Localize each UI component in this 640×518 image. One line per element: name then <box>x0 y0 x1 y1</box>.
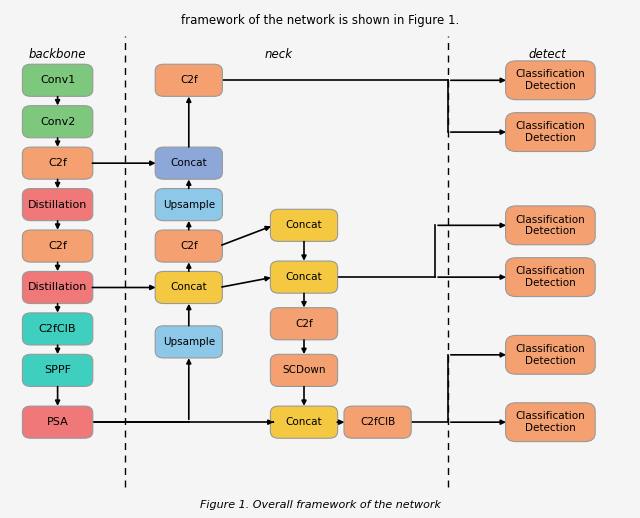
Text: Classification
Detection: Classification Detection <box>516 69 585 91</box>
Text: Classification
Detection: Classification Detection <box>516 121 585 143</box>
Text: framework of the network is shown in Figure 1.: framework of the network is shown in Fig… <box>181 14 459 27</box>
Text: SPPF: SPPF <box>44 365 71 376</box>
FancyBboxPatch shape <box>22 64 93 96</box>
FancyBboxPatch shape <box>22 354 93 386</box>
Text: Upsample: Upsample <box>163 337 215 347</box>
Text: Concat: Concat <box>285 220 323 231</box>
Text: C2f: C2f <box>48 158 67 168</box>
FancyBboxPatch shape <box>22 271 93 304</box>
FancyBboxPatch shape <box>155 147 223 179</box>
Text: C2f: C2f <box>48 241 67 251</box>
FancyBboxPatch shape <box>506 336 595 375</box>
FancyBboxPatch shape <box>155 271 223 304</box>
FancyBboxPatch shape <box>155 64 223 96</box>
Text: Concat: Concat <box>170 282 207 293</box>
Text: Concat: Concat <box>285 417 323 427</box>
Text: Classification
Detection: Classification Detection <box>516 411 585 433</box>
Text: PSA: PSA <box>47 417 68 427</box>
FancyBboxPatch shape <box>155 189 223 221</box>
Text: Upsample: Upsample <box>163 199 215 210</box>
Text: neck: neck <box>264 48 292 61</box>
Text: Conv1: Conv1 <box>40 75 76 85</box>
Text: Concat: Concat <box>285 272 323 282</box>
Text: Conv2: Conv2 <box>40 117 76 127</box>
FancyBboxPatch shape <box>506 61 595 100</box>
Text: Classification
Detection: Classification Detection <box>516 214 585 236</box>
FancyBboxPatch shape <box>506 113 595 152</box>
Text: detect: detect <box>529 48 566 61</box>
FancyBboxPatch shape <box>155 326 223 358</box>
FancyBboxPatch shape <box>270 261 338 293</box>
Text: backbone: backbone <box>29 48 86 61</box>
FancyBboxPatch shape <box>506 206 595 245</box>
FancyBboxPatch shape <box>506 403 595 441</box>
FancyBboxPatch shape <box>270 406 338 438</box>
Text: Distillation: Distillation <box>28 199 87 210</box>
Text: Classification
Detection: Classification Detection <box>516 266 585 288</box>
FancyBboxPatch shape <box>22 230 93 262</box>
Text: C2fCIB: C2fCIB <box>39 324 76 334</box>
FancyBboxPatch shape <box>155 230 223 262</box>
Text: C2fCIB: C2fCIB <box>360 417 396 427</box>
FancyBboxPatch shape <box>22 313 93 345</box>
FancyBboxPatch shape <box>22 189 93 221</box>
FancyBboxPatch shape <box>344 406 412 438</box>
Text: C2f: C2f <box>295 319 313 329</box>
Text: Figure 1. Overall framework of the network: Figure 1. Overall framework of the netwo… <box>200 500 440 510</box>
Text: Classification
Detection: Classification Detection <box>516 344 585 366</box>
FancyBboxPatch shape <box>22 106 93 138</box>
FancyBboxPatch shape <box>270 209 338 241</box>
Text: SCDown: SCDown <box>282 365 326 376</box>
Text: C2f: C2f <box>180 75 198 85</box>
FancyBboxPatch shape <box>270 354 338 386</box>
FancyBboxPatch shape <box>270 308 338 340</box>
FancyBboxPatch shape <box>22 147 93 179</box>
FancyBboxPatch shape <box>506 258 595 297</box>
FancyBboxPatch shape <box>22 406 93 438</box>
Text: Distillation: Distillation <box>28 282 87 293</box>
Text: C2f: C2f <box>180 241 198 251</box>
Text: Concat: Concat <box>170 158 207 168</box>
